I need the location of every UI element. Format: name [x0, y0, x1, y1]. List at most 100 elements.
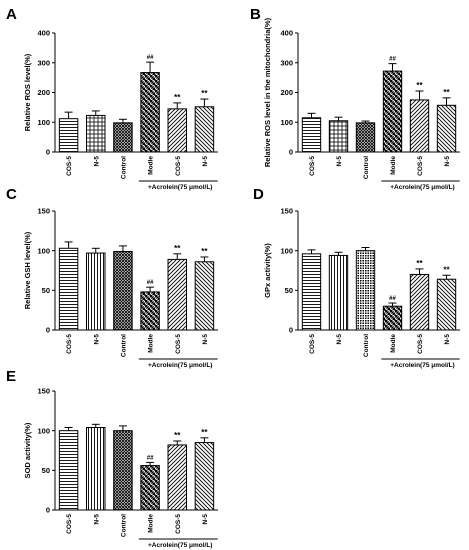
chart-a-significance-label: ##	[147, 55, 154, 61]
chart-c-significance-label: ##	[147, 280, 154, 286]
chart-e-group-label: +Acrolein(75 μmol/L)	[148, 542, 212, 549]
chart-a-bar	[58, 118, 79, 153]
chart-c-significance-label: **	[201, 247, 208, 256]
chart-a-x-tick-label: COS-5	[66, 156, 73, 176]
chart-a-bar	[140, 72, 160, 153]
chart-b-x-tick-label: COS-5	[309, 156, 316, 176]
chart-a-y-axis-label: Relative ROS level(%)	[23, 53, 32, 131]
chart-d-bar	[328, 254, 349, 331]
chart-d-group-label: +Acrolein(75 μmol/L)	[390, 362, 454, 369]
chart-b-bar	[328, 120, 349, 153]
chart-c-bar	[58, 247, 79, 331]
chart-b-significance-label: **	[443, 88, 450, 97]
chart-d-significance-label: **	[443, 265, 450, 274]
chart-a-y-tick-label: 0	[46, 148, 50, 157]
chart-a-significance-label: **	[174, 93, 181, 102]
chart-e-significance-label: **	[201, 428, 208, 437]
chart-a-x-tick-label: N-5	[93, 156, 100, 167]
chart-b-panel-letter: B	[250, 6, 261, 23]
chart-a-bar	[113, 122, 133, 153]
chart-c-bar	[140, 291, 160, 331]
chart-a-y-tick-label: 400	[37, 29, 50, 38]
chart-c-y-tick-label: 150	[37, 207, 50, 216]
chart-panel-a: A Relative ROS level(%) 0 100 200 300 400 COS-5…	[6, 6, 218, 191]
chart-c-group-label: +Acrolein(75 μmol/L)	[148, 362, 212, 369]
chart-a-y-tick-label: 300	[37, 58, 50, 67]
chart-d-x-tick-label: Control	[363, 334, 370, 357]
chart-a-bar	[167, 108, 187, 153]
chart-d-x-tick-label: N-5	[336, 334, 343, 345]
chart-panel-c: C Relative GSH level(%) 0 50 100 150 COS-5 N-5 C…	[6, 186, 218, 369]
chart-b-bar	[301, 117, 322, 153]
chart-d-y-tick-label: 150	[280, 207, 293, 216]
chart-d-x-tick-label: Modle	[390, 334, 397, 353]
chart-b-significance-label: ##	[389, 57, 396, 63]
chart-d-y-tick-label: 0	[289, 326, 293, 335]
chart-c-x-tick-label: COS-5	[66, 334, 73, 354]
chart-d-significance-label: ##	[389, 296, 396, 302]
chart-a-significance-label: **	[201, 89, 208, 98]
chart-b-y-axis-label: Relative ROS level in the mitochondria(%…	[263, 17, 272, 167]
chart-e-y-tick-label: 50	[42, 466, 50, 475]
chart-b-bar	[436, 104, 457, 153]
chart-d-bar	[301, 253, 322, 331]
chart-e-significance-label: ##	[147, 455, 154, 461]
chart-d-x-tick-label: COS-5	[417, 334, 424, 354]
chart-e-bar	[86, 426, 106, 511]
chart-c-x-tick-label: Modle	[148, 334, 155, 353]
chart-d-y-tick-label: 50	[285, 286, 293, 295]
chart-c-x-tick-label: Control	[120, 334, 127, 357]
chart-a-x-tick-label: Modle	[148, 156, 155, 175]
chart-b-group-label: +Acrolein(75 μmol/L)	[390, 184, 454, 191]
chart-e-x-tick-label: Modle	[148, 514, 155, 533]
chart-a-bar	[194, 106, 215, 153]
chart-c-significance-label: **	[174, 244, 181, 253]
chart-c-y-tick-label: 50	[42, 286, 50, 295]
chart-b-significance-label: **	[416, 81, 423, 90]
chart-d-x-tick-label: N-5	[444, 334, 451, 345]
chart-e-bar	[194, 442, 215, 511]
chart-d-x-tick-label: COS-5	[309, 334, 316, 354]
chart-b-x-tick-label: N-5	[336, 156, 343, 167]
chart-a-x-tick-label: Control	[120, 156, 127, 179]
chart-d-bar	[409, 273, 430, 331]
chart-e-y-axis-label: SOD activity(%)	[23, 422, 32, 478]
chart-d-y-tick-label: 100	[280, 246, 293, 255]
chart-c-x-tick-label: N-5	[202, 334, 209, 345]
chart-e-x-tick-label: N-5	[93, 514, 100, 525]
chart-d-significance-label: **	[416, 259, 423, 268]
chart-e-panel-letter: E	[6, 368, 16, 385]
chart-b-y-tick-label: 300	[280, 58, 293, 67]
chart-e-x-tick-label: Control	[120, 514, 127, 537]
chart-a-x-tick-label: N-5	[202, 156, 209, 167]
chart-b-bar	[409, 99, 430, 153]
chart-d-bar	[436, 278, 457, 331]
chart-d-bar	[355, 250, 376, 331]
chart-b-x-tick-label: Control	[363, 156, 370, 179]
chart-a-y-tick-label: 100	[37, 118, 50, 127]
chart-d-y-axis-label: GPx activity(%)	[263, 243, 272, 298]
chart-a-y-tick-label: 200	[37, 88, 50, 97]
chart-b-y-tick-label: 200	[280, 88, 293, 97]
chart-a-group-label: +Acrolein(75 μmol/L)	[148, 184, 212, 191]
chart-e-x-tick-label: N-5	[202, 514, 209, 525]
chart-e-bar	[58, 430, 79, 511]
chart-e-significance-label: **	[174, 431, 181, 440]
chart-b-x-tick-label: N-5	[444, 156, 451, 167]
chart-a-panel-letter: A	[6, 6, 17, 23]
chart-c-y-tick-label: 0	[46, 326, 50, 335]
chart-b-x-tick-label: Modle	[390, 156, 397, 175]
chart-c-bar	[194, 261, 215, 331]
chart-e-bar	[140, 465, 160, 511]
chart-b-y-tick-label: 0	[289, 148, 293, 157]
chart-c-bar	[86, 252, 106, 331]
chart-e-y-tick-label: 150	[37, 387, 50, 396]
chart-d-panel-letter: D	[253, 186, 264, 203]
chart-b-y-tick-label: 100	[280, 118, 293, 127]
chart-a-x-tick-label: COS-5	[175, 156, 182, 176]
chart-b-bar	[355, 122, 376, 153]
chart-c-bar	[167, 258, 187, 331]
chart-e-bar	[113, 430, 133, 511]
